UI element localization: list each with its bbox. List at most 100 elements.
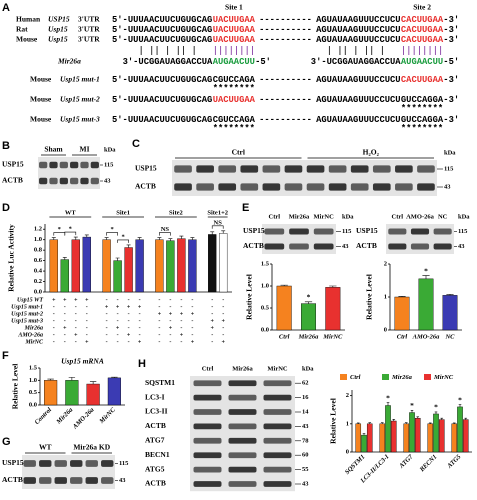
error-bar [329,285,337,288]
mutation-stars: ******** [213,83,255,93]
error-bar [362,433,366,436]
bar [86,383,100,406]
row-label: BECN1 [145,450,170,459]
bar [276,285,292,331]
band [264,228,285,235]
blot-background [22,455,115,489]
sequence-segment: AGUAUAAGUUUCCUCU [316,15,400,25]
sequence-segment: UACUUGAA [213,95,256,105]
bar [385,405,391,453]
band [39,460,52,467]
bar [457,406,463,453]
y-tick-label: 1.2 [34,226,42,233]
error-bar [356,422,360,424]
bar [366,423,373,453]
band [228,452,257,459]
significance-bracket [64,231,77,236]
row-label: ACTB [2,176,23,185]
sequence-segment: ---------- [259,75,312,85]
table-cell: - [106,311,108,317]
bar [418,278,434,331]
sequence-segment: -3' [443,75,459,85]
sequence-segment: -5' [443,57,459,67]
band [284,165,303,173]
sequence: 5'-UUUAACUUCUGUGCAGUACUUGAA ---------- AGU… [112,35,459,45]
band [59,161,68,169]
y-tick-label: 0.2 [34,278,42,285]
table-cell: - [211,339,213,345]
lane-label: Ctrl [392,213,404,220]
band [350,165,369,173]
table-cell: - [158,339,160,345]
size-label: 14 [302,408,309,415]
table-cell: + [85,339,89,345]
y-tick-label: 0.4 [34,268,43,275]
gene: Usp15 [48,25,68,34]
table-cell: + [74,332,78,338]
sequence-segment: 5'-UUUAACUUCUGUGCAG [112,75,212,85]
x-tick-label: MirNC [322,333,343,340]
species: Human [16,15,41,24]
band [263,466,292,473]
bar [301,303,317,331]
band [101,460,114,467]
bar [219,233,228,293]
band [263,437,292,444]
error-bar [446,294,454,296]
band [23,460,36,467]
table-cell: - [64,332,66,338]
size-label: 43 [119,477,126,484]
band [193,409,222,415]
lane-label: Ctrl [269,213,281,220]
lane-label: MirNC [314,213,335,220]
table-cell: - [169,318,171,324]
table-cell: - [75,318,77,324]
group-label: Site1+2 [207,209,228,216]
band [228,466,257,473]
table-cell: - [128,318,130,324]
table-cell: - [75,339,77,345]
row-label: USP15 [356,226,378,235]
table-cell: - [180,318,182,324]
table-cell: - [106,297,108,303]
row-label: ATG7 [145,436,165,445]
table-cell: - [158,297,160,303]
unit-label: kDa [458,213,470,220]
error-bar [137,237,142,240]
mutation-stars: ******** [401,103,443,113]
band [193,452,222,459]
table-cell: - [64,311,66,317]
table-cell: + [169,311,173,317]
band [263,481,292,487]
table-cell: - [222,332,224,338]
y-tick-label: 1.0 [34,236,42,243]
bar [49,239,58,293]
error-bar [190,237,195,240]
error-bar [126,244,131,248]
sequence-segment: -3' [443,25,459,35]
unit-label: kDa [342,213,354,220]
table-cell: - [191,304,193,310]
table-cell: - [128,339,130,345]
blot-background [190,376,295,492]
table-cell: - [139,332,141,338]
table-cell: - [191,325,193,331]
band [174,183,192,191]
lane-label: NC [438,213,448,220]
bar [188,239,197,293]
region: 3'UTR [78,15,100,24]
error-bar [368,422,372,424]
band [80,161,89,169]
table-cell: - [191,318,193,324]
bar [325,287,341,331]
significance-bracket [117,239,129,243]
band [70,460,83,467]
row-label: LC3-II [145,407,168,416]
gene: USP15 [48,15,70,24]
bar [361,434,367,453]
y-axis-label: Relative Level [365,274,374,320]
band [240,165,259,173]
sequence-segment: AGUAUAAGUUUCCUCU [316,75,400,85]
y-tick-label: 1 [384,293,387,300]
sequence: 5'-UUUAACUUCUGUGCAGUACUUGAA ---------- AGU… [112,25,459,35]
